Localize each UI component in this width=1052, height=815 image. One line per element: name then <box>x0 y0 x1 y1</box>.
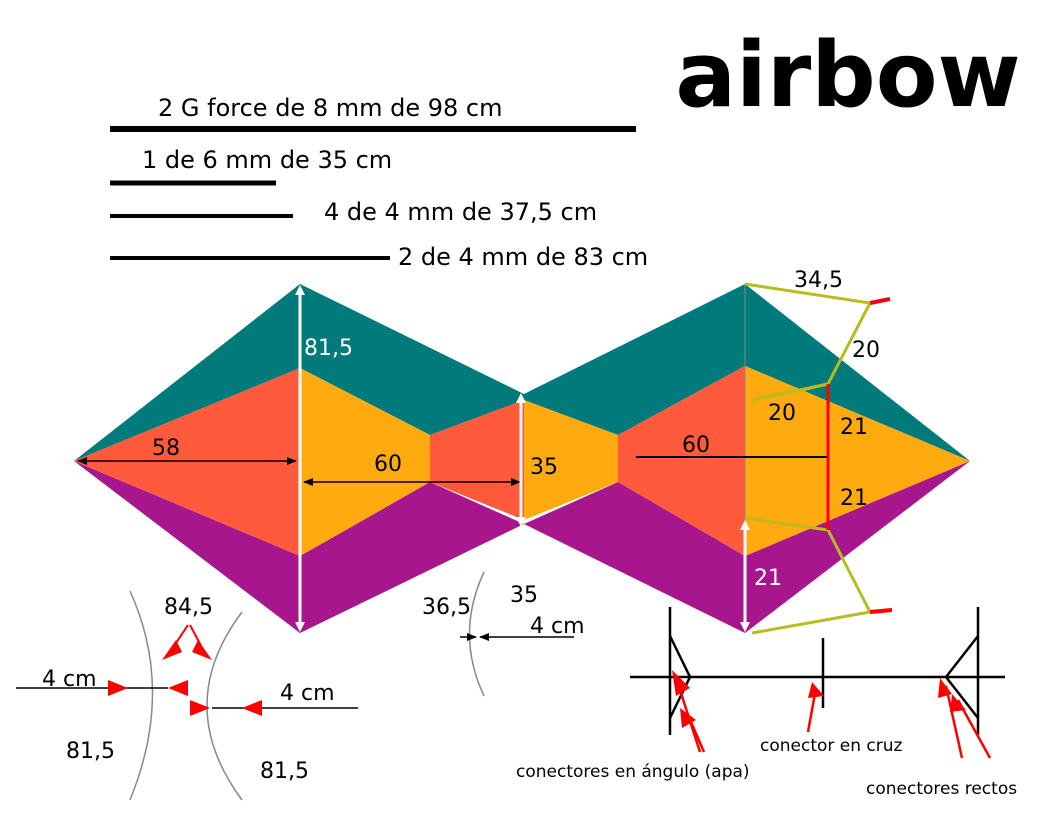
spar-label-2: 1 de 6 mm de 35 cm <box>142 146 392 174</box>
red-arrow-icon <box>950 694 966 712</box>
red-arrow-icon <box>808 682 824 698</box>
right-top-label: 34,5 <box>794 268 843 293</box>
small-bow-depth-label: 4 cm <box>530 614 585 639</box>
bow-curve-right <box>206 611 243 801</box>
small-bow-height-label: 35 <box>510 583 538 608</box>
right-orange-panel <box>618 366 745 556</box>
upper-inner-olive-line <box>751 382 829 402</box>
straight-connector-shape <box>944 635 979 719</box>
bow-chord-label: 84,5 <box>164 595 213 620</box>
red-arrow-icon <box>672 670 690 696</box>
right-upper-label: 21 <box>840 415 868 440</box>
bow-depth-label-left: 4 cm <box>42 667 97 692</box>
right-top-panel <box>524 284 970 461</box>
spar-label-1: 2 G force de 8 mm de 98 cm <box>158 94 502 122</box>
connector-red-arrows <box>672 670 992 759</box>
right-amber-panel <box>745 366 970 556</box>
right-bottom-panel <box>524 461 970 633</box>
red-arrow-icon <box>168 680 188 696</box>
title: airbow <box>675 23 1020 128</box>
red-arrow-icon <box>680 708 696 728</box>
red-tip-bottom <box>869 608 893 614</box>
right-bottom-label: 21 <box>754 566 782 591</box>
lower-olive-line <box>744 516 873 635</box>
spar-legend: 2 G force de 8 mm de 98 cm 1 de 6 mm de … <box>110 94 648 271</box>
left-bottom-panel <box>74 461 524 633</box>
red-arrow-icon <box>108 680 128 696</box>
red-arrow-icon <box>242 700 262 716</box>
connector-detail <box>630 607 1005 735</box>
red-arrows-bow <box>108 640 262 716</box>
small-bow-chord-label: 36,5 <box>422 595 471 620</box>
bow-depth-label-right: 4 cm <box>280 681 335 706</box>
left-height-label: 81,5 <box>304 336 353 361</box>
middle-amber-panel <box>524 400 618 520</box>
angle-connector-shape <box>668 635 692 719</box>
red-arrow-icon <box>190 700 210 716</box>
right-center-label: 60 <box>682 433 710 458</box>
small-bow-curve <box>468 571 485 697</box>
bow-height-label-right: 81,5 <box>260 759 309 784</box>
straight-connector-label: conectores rectos <box>866 779 1017 799</box>
left-amber-panel <box>300 368 430 556</box>
red-tip-top <box>869 297 891 305</box>
right-diag-label: 20 <box>852 338 880 363</box>
kite-dimensions: 81,5 58 60 35 60 21 <box>77 284 828 633</box>
red-arrow-stems-bow <box>167 624 207 656</box>
bow-curve-left <box>129 590 154 801</box>
spar-label-4: 2 de 4 mm de 83 cm <box>398 243 648 271</box>
left-half-width-label: 58 <box>152 436 180 461</box>
right-construction: 34,5 20 20 21 21 <box>744 268 893 635</box>
red-arrow-icon <box>938 678 952 698</box>
left-center-label: 60 <box>374 452 402 477</box>
middle-height-label: 35 <box>530 455 558 480</box>
spar-label-3: 4 de 4 mm de 37,5 cm <box>324 198 597 226</box>
kite-panels <box>74 284 970 633</box>
bow-detail: 84,5 4 cm 4 cm 81,5 81,5 36,5 35 4 cm <box>16 571 585 801</box>
right-lower-label: 21 <box>840 486 868 511</box>
middle-orange-panel <box>430 400 524 520</box>
left-top-panel <box>74 284 524 461</box>
bow-height-label-left: 81,5 <box>66 739 115 764</box>
red-arrow-icon <box>192 640 212 660</box>
right-inner-label: 20 <box>768 401 796 426</box>
angle-connector-label: conectores en ángulo (apa) <box>516 762 750 782</box>
cross-connector-label: conector en cruz <box>760 736 903 756</box>
